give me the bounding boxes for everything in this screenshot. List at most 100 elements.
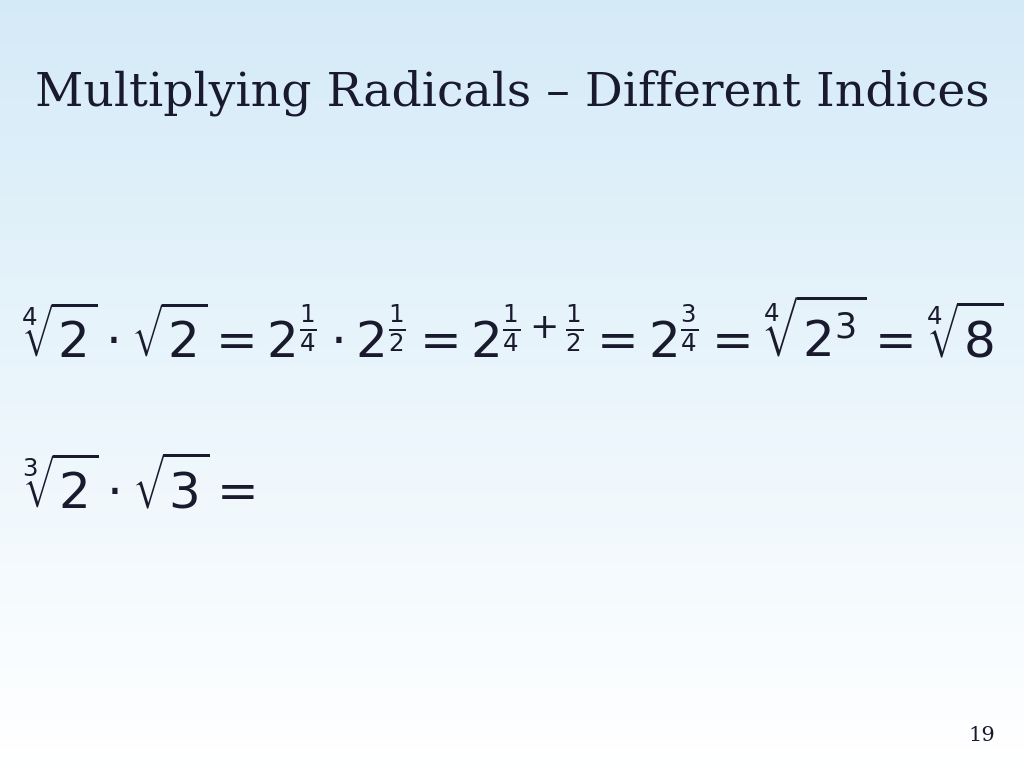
Bar <box>0 725 1024 727</box>
Bar <box>0 714 1024 716</box>
Bar <box>0 347 1024 349</box>
Bar <box>0 379 1024 381</box>
Bar <box>0 688 1024 690</box>
Bar <box>0 648 1024 650</box>
Bar <box>0 611 1024 613</box>
Bar <box>0 91 1024 92</box>
Bar <box>0 668 1024 670</box>
Bar <box>0 206 1024 207</box>
Bar <box>0 447 1024 449</box>
Bar <box>0 221 1024 223</box>
Bar <box>0 378 1024 379</box>
Bar <box>0 763 1024 765</box>
Bar <box>0 601 1024 602</box>
Bar <box>0 757 1024 759</box>
Bar <box>0 607 1024 608</box>
Bar <box>0 127 1024 129</box>
Bar <box>0 766 1024 768</box>
Bar <box>0 51 1024 52</box>
Bar <box>0 541 1024 542</box>
Bar <box>0 141 1024 143</box>
Bar <box>0 335 1024 336</box>
Bar <box>0 71 1024 72</box>
Bar <box>0 25 1024 26</box>
Bar <box>0 312 1024 313</box>
Bar <box>0 453 1024 455</box>
Bar <box>0 419 1024 421</box>
Bar <box>0 166 1024 167</box>
Bar <box>0 424 1024 425</box>
Bar <box>0 301 1024 303</box>
Bar <box>0 511 1024 513</box>
Bar <box>0 531 1024 533</box>
Bar <box>0 323 1024 324</box>
Bar <box>0 215 1024 217</box>
Bar <box>0 554 1024 556</box>
Bar <box>0 524 1024 525</box>
Bar <box>0 399 1024 401</box>
Bar <box>0 343 1024 344</box>
Bar <box>0 75 1024 77</box>
Bar <box>0 387 1024 389</box>
Bar <box>0 604 1024 605</box>
Bar <box>0 679 1024 680</box>
Bar <box>0 644 1024 645</box>
Bar <box>0 495 1024 496</box>
Bar <box>0 157 1024 158</box>
Bar <box>0 255 1024 257</box>
Bar <box>0 717 1024 719</box>
Bar <box>0 174 1024 175</box>
Bar <box>0 237 1024 238</box>
Bar <box>0 184 1024 186</box>
Bar <box>0 364 1024 366</box>
Bar <box>0 578 1024 579</box>
Bar <box>0 645 1024 647</box>
Bar <box>0 37 1024 38</box>
Bar <box>0 510 1024 511</box>
Bar <box>0 38 1024 40</box>
Bar <box>0 181 1024 183</box>
Bar <box>0 372 1024 373</box>
Bar <box>0 538 1024 539</box>
Bar <box>0 32 1024 34</box>
Bar <box>0 516 1024 518</box>
Bar <box>0 748 1024 750</box>
Bar <box>0 637 1024 639</box>
Bar <box>0 713 1024 714</box>
Bar <box>0 596 1024 598</box>
Bar <box>0 3 1024 5</box>
Bar <box>0 439 1024 441</box>
Bar <box>0 687 1024 688</box>
Bar <box>0 164 1024 166</box>
Bar <box>0 659 1024 660</box>
Bar <box>0 430 1024 432</box>
Bar <box>0 57 1024 58</box>
Bar <box>0 593 1024 594</box>
Bar <box>0 235 1024 237</box>
Bar <box>0 115 1024 117</box>
Bar <box>0 0 1024 2</box>
Bar <box>0 705 1024 707</box>
Bar <box>0 31 1024 32</box>
Bar <box>0 550 1024 551</box>
Bar <box>0 83 1024 84</box>
Text: $\sqrt[4]{2} \cdot \sqrt{2} = 2^{\frac{1}{4}} \cdot 2^{\frac{1}{2}} = 2^{\frac{1: $\sqrt[4]{2} \cdot \sqrt{2} = 2^{\frac{1… <box>20 300 1004 368</box>
Bar <box>0 442 1024 444</box>
Bar <box>0 610 1024 611</box>
Bar <box>0 293 1024 295</box>
Bar <box>0 152 1024 154</box>
Text: 19: 19 <box>969 726 995 745</box>
Bar <box>0 462 1024 464</box>
Bar <box>0 112 1024 114</box>
Bar <box>0 613 1024 614</box>
Bar <box>0 476 1024 478</box>
Bar <box>0 664 1024 665</box>
Bar <box>0 218 1024 220</box>
Bar <box>0 336 1024 338</box>
Bar <box>0 258 1024 260</box>
Bar <box>0 341 1024 343</box>
Bar <box>0 40 1024 41</box>
Bar <box>0 201 1024 203</box>
Bar <box>0 465 1024 467</box>
Bar <box>0 270 1024 272</box>
